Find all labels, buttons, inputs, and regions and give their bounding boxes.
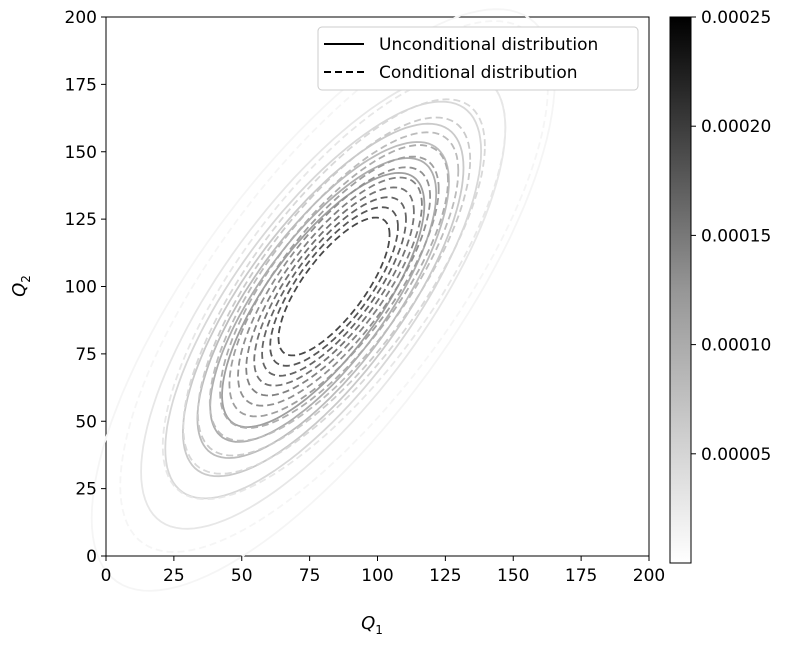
y-tick-label: 75: [75, 345, 97, 365]
y-tick-label: 50: [75, 412, 97, 432]
y-tick-label: 0: [86, 547, 97, 567]
x-tick-label: 0: [101, 566, 112, 586]
legend: Unconditional distribution Conditional d…: [317, 26, 639, 91]
colorbar-ticks: 0.00005 0.00010 0.00015 0.00020 0.00025: [691, 8, 771, 465]
y-tick-label: 100: [65, 278, 97, 298]
contour-lines: [90, 8, 556, 592]
contour-solid: [90, 8, 556, 592]
contour-dashed: [208, 131, 460, 442]
contour-dashed: [228, 155, 440, 418]
x-tick-label: 200: [633, 566, 665, 586]
colorbar-tick-label: 0.00025: [701, 8, 771, 28]
x-axis-ticks: 0 25 50 75 100 125 150 175 200: [101, 556, 665, 586]
y-axis-label: Q2: [9, 275, 33, 297]
x-tick-label: 175: [565, 566, 597, 586]
y-tick-label: 25: [75, 480, 97, 500]
colorbar-tick-label: 0.00005: [701, 445, 771, 465]
colorbar-tick-label: 0.00010: [701, 336, 771, 356]
contour-dashed: [269, 206, 399, 367]
plot-area: [105, 16, 650, 557]
contour-dashed: [261, 196, 407, 377]
x-axis-label: Q1: [361, 613, 383, 637]
contour-dashed: [119, 20, 549, 553]
contour-solid: [181, 122, 465, 478]
x-tick-label: 50: [231, 566, 253, 586]
y-tick-label: 125: [65, 210, 97, 230]
x-tick-label: 75: [299, 566, 321, 586]
contour-solid: [221, 171, 426, 429]
x-tick-label: 25: [163, 566, 185, 586]
x-tick-label: 100: [361, 566, 393, 586]
legend-box: [317, 26, 639, 91]
y-axis-ticks: 0 25 50 75 100 125 150 175 200: [65, 8, 106, 567]
colorbar-tick-label: 0.00020: [701, 117, 771, 137]
contour-solid: [209, 157, 438, 443]
colorbar: [669, 16, 692, 564]
contour-dashed: [182, 98, 486, 475]
x-tick-label: 125: [429, 566, 461, 586]
contour-dashed: [237, 166, 432, 407]
x-tick-label: 150: [497, 566, 529, 586]
contour-dashed: [277, 216, 391, 357]
contour-dashed: [253, 186, 415, 387]
contour-dashed: [219, 144, 449, 429]
legend-label-unconditional: Unconditional distribution: [379, 35, 598, 55]
contour-dashed: [245, 176, 423, 397]
colorbar-tick-label: 0.00015: [701, 226, 771, 246]
y-tick-label: 175: [65, 75, 97, 95]
y-tick-label: 150: [65, 143, 97, 163]
legend-label-conditional: Conditional distribution: [379, 63, 578, 83]
y-tick-label: 200: [65, 8, 97, 28]
